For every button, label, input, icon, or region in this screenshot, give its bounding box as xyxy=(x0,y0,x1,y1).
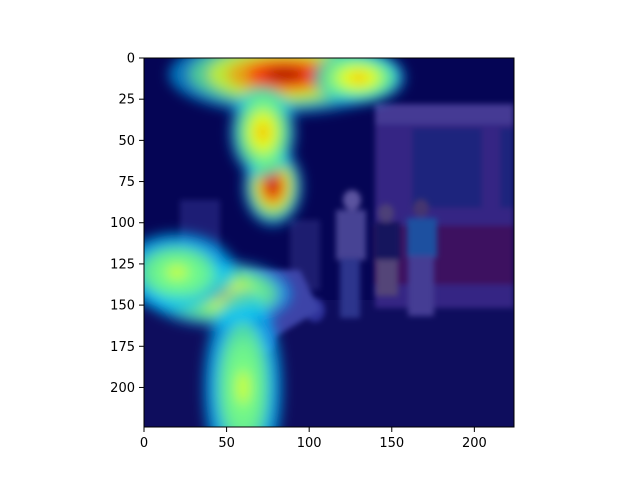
heatmap-overlay xyxy=(144,58,514,427)
y-tick-label: 175 xyxy=(110,340,135,355)
hotspot-ring xyxy=(265,67,304,82)
y-tick-label: 25 xyxy=(118,93,135,108)
axes-frame xyxy=(143,57,515,428)
y-tick-label: 100 xyxy=(110,216,135,231)
y-tick-label: 150 xyxy=(110,299,135,314)
y-tick-label: 0 xyxy=(127,52,135,67)
heatmap-hotspot xyxy=(203,288,283,427)
y-tick-label: 125 xyxy=(110,257,135,272)
heatmap-hotspot xyxy=(312,58,405,105)
x-tick-label: 100 xyxy=(297,436,322,451)
x-tick-label: 0 xyxy=(140,436,148,451)
hotspot-ring xyxy=(257,124,269,140)
x-axis: 0 50 100 150 200 xyxy=(140,427,487,451)
heatmap-hotspot xyxy=(229,86,296,179)
y-tick-label: 50 xyxy=(118,134,135,149)
heatmap-hotspot xyxy=(144,232,237,312)
y-axis: 0 25 50 75 100 125 150 175 200 xyxy=(110,52,144,396)
y-tick-label: 75 xyxy=(118,175,135,190)
x-tick-label: 150 xyxy=(379,436,404,451)
hotspot-ring xyxy=(167,265,187,279)
x-tick-label: 50 xyxy=(218,436,235,451)
hotspot-ring xyxy=(267,179,278,194)
y-tick-label: 200 xyxy=(110,381,135,396)
hotspot-ring xyxy=(351,73,367,83)
x-tick-label: 200 xyxy=(462,436,487,451)
hotspot-ring xyxy=(236,370,250,404)
